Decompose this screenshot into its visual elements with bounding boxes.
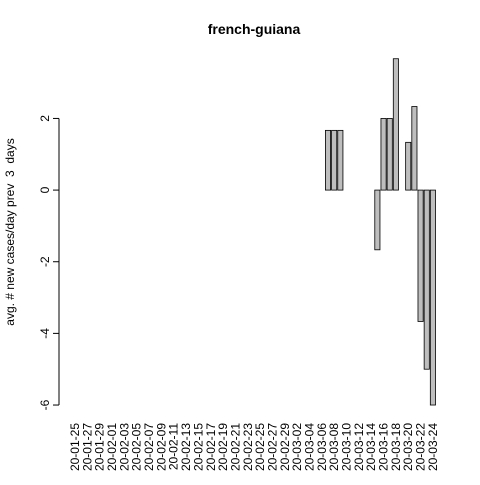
- y-tick-label: -6: [38, 399, 52, 410]
- x-tick-label: 20-03-12: [352, 423, 366, 471]
- x-tick-label: 20-02-05: [130, 423, 144, 471]
- x-tick-label: 20-02-01: [105, 423, 119, 471]
- x-tick-label: 20-03-24: [426, 423, 440, 471]
- x-tick-label: 20-02-13: [179, 423, 193, 471]
- bar: [331, 129, 338, 191]
- bar: [386, 118, 393, 191]
- x-tick-label: 20-01-29: [93, 423, 107, 471]
- x-tick-label: 20-03-02: [290, 423, 304, 471]
- x-tick-label: 20-03-20: [401, 423, 415, 471]
- x-tick-label: 20-02-03: [117, 423, 131, 471]
- x-tick-label: 20-02-15: [191, 423, 205, 471]
- y-tick-label: 2: [38, 115, 52, 122]
- x-tick-label: 20-03-08: [327, 423, 341, 471]
- x-tick-label: 20-02-21: [228, 423, 242, 471]
- x-tick-label: 20-02-29: [278, 423, 292, 471]
- x-tick-label: 20-01-25: [68, 423, 82, 471]
- bar: [429, 189, 436, 406]
- bar: [337, 129, 344, 191]
- bar: [405, 141, 412, 191]
- y-tick-label: 0: [38, 186, 52, 193]
- x-tick-label: 20-03-18: [389, 423, 403, 471]
- chart-title: french-guiana: [208, 21, 301, 37]
- y-tick-label: -4: [38, 328, 52, 339]
- x-tick-label: 20-03-22: [414, 423, 428, 471]
- x-tick-label: 20-03-10: [340, 423, 354, 471]
- x-tick-label: 20-02-23: [241, 423, 255, 471]
- x-tick-label: 20-02-17: [204, 423, 218, 471]
- x-tick-label: 20-01-27: [80, 423, 94, 471]
- x-tick-label: 20-03-06: [315, 423, 329, 471]
- x-tick-label: 20-03-14: [364, 423, 378, 471]
- x-tick-label: 20-02-27: [265, 423, 279, 471]
- x-tick-label: 20-02-19: [216, 423, 230, 471]
- bar: [392, 58, 399, 191]
- bar: [417, 189, 424, 322]
- y-axis-label: avg. # new cases/day prev 3 days: [3, 138, 17, 325]
- bar: [380, 118, 387, 191]
- x-tick-label: 20-03-16: [377, 423, 391, 471]
- bar: [325, 129, 331, 191]
- x-tick-label: 20-02-09: [154, 423, 168, 471]
- bar: [374, 189, 381, 251]
- bar: [423, 189, 430, 370]
- bar: [411, 106, 418, 191]
- x-tick-label: 20-02-25: [253, 423, 267, 471]
- x-tick-label: 20-03-04: [302, 423, 316, 471]
- y-tick-label: -2: [38, 256, 52, 267]
- x-tick-label: 20-02-07: [142, 423, 156, 471]
- x-tick-label: 20-02-11: [167, 423, 181, 470]
